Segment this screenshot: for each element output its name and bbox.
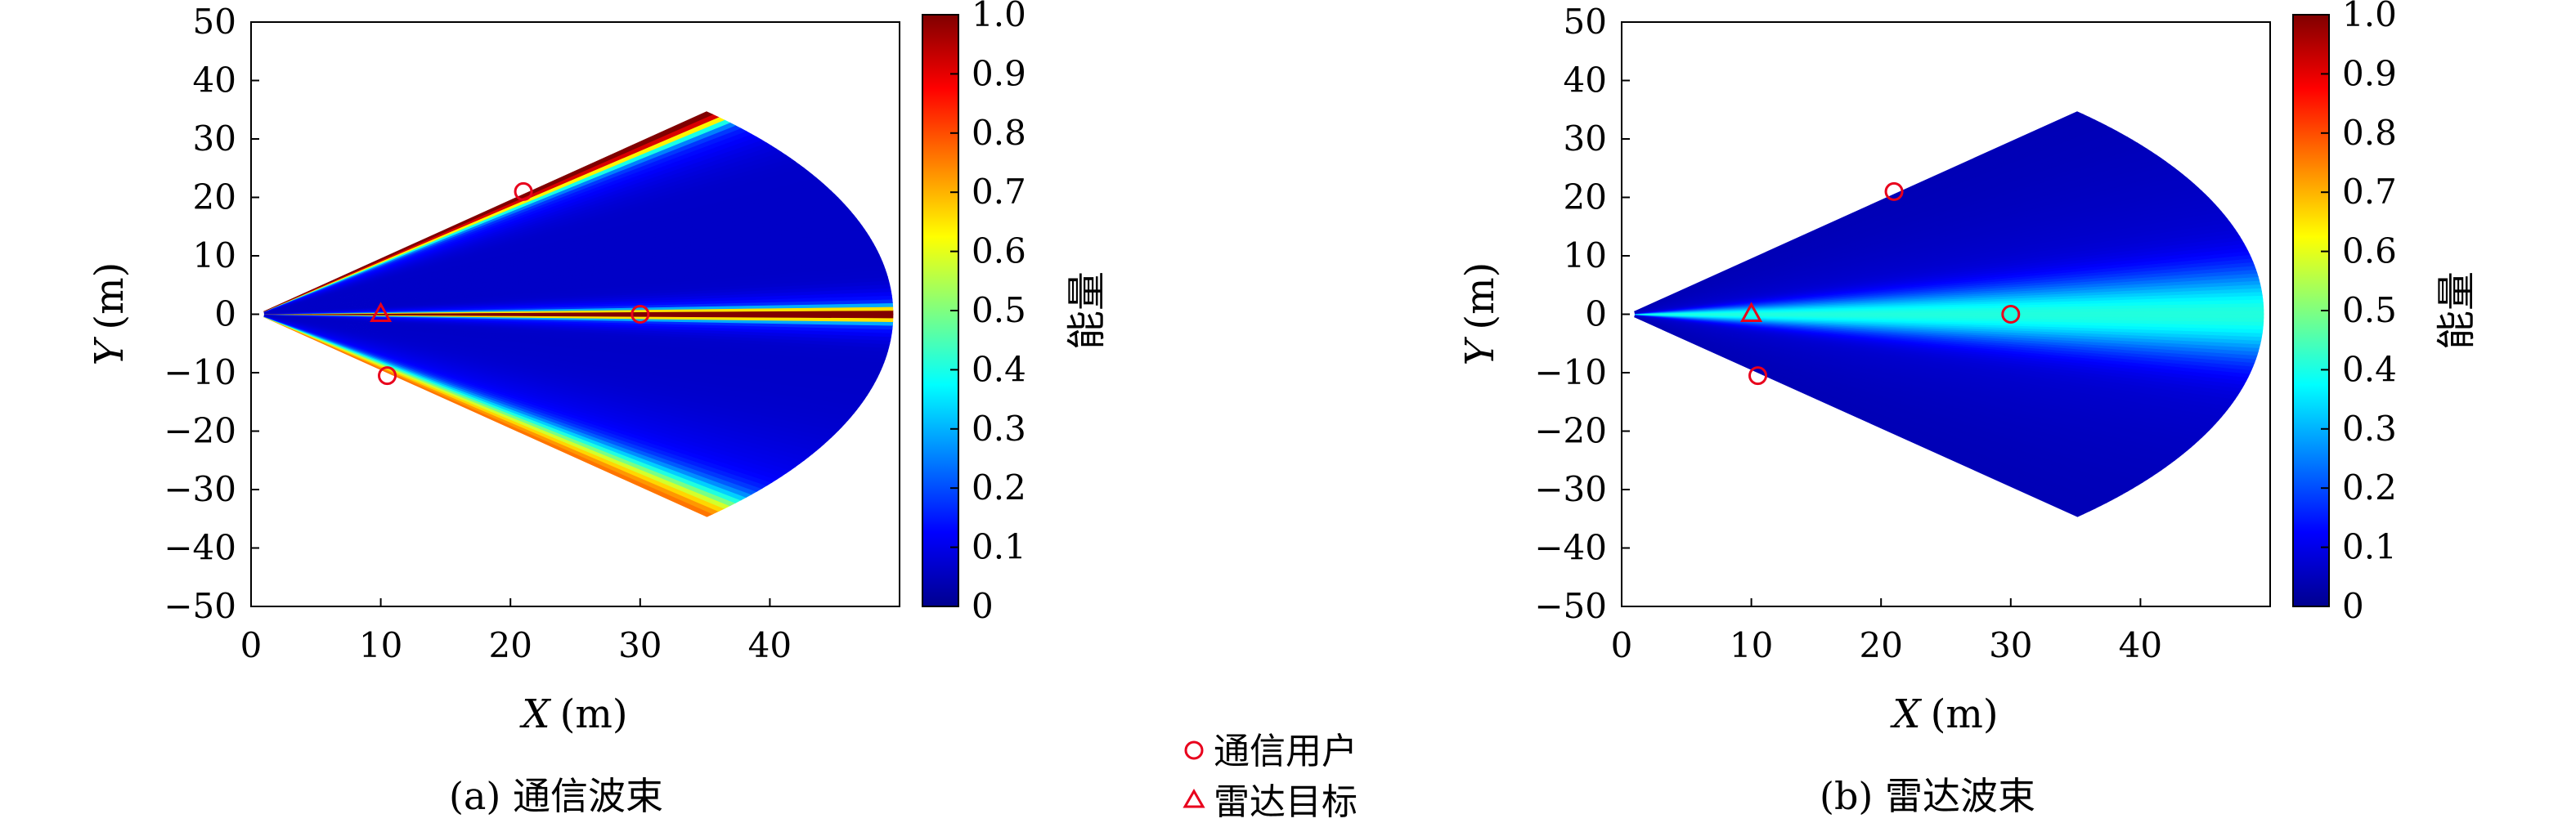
y-tick-label: −40 [164,528,236,568]
x-tick-label: 30 [1989,625,2032,665]
y-tick-label: 10 [193,235,236,275]
y-tick-label: 50 [193,2,236,42]
colorbar-tick-label: 0.7 [972,172,1026,212]
colorbar-tick-label: 0.5 [2342,290,2397,330]
x-tick-label: 40 [748,625,792,665]
y-tick-label: 40 [1564,60,1607,101]
panel-caption: (b) 雷达波束 [1820,774,2035,818]
y-tick-labels: 50 40 30 20 10 0 −10 −20 −30 −40 −50 [164,2,259,626]
user-marker [2001,305,2021,324]
x-tick-labels: 0 10 20 30 40 [240,598,792,665]
legend: 通信用户 雷达目标 [1183,731,1358,823]
colorbar-tick-labels: 1.0 0.9 0.8 0.7 0.6 0.5 0.4 0.3 0.2 0.1 0 [950,0,1026,626]
x-axis-label: X (m) [1889,691,1998,737]
y-tick-label: 30 [1564,119,1607,159]
y-tick-label: 0 [214,294,236,334]
y-tick-label: −10 [1534,352,1607,392]
x-tick-label: 40 [2119,625,2162,665]
colorbar-tick-label: 0 [2342,586,2364,626]
legend-target-marker [1183,789,1205,808]
y-tick-label: −20 [164,411,236,451]
y-tick-label: 40 [193,60,236,101]
colorbar-tick-label: 0.7 [2342,172,2397,212]
colorbar-tick-label: 0.9 [972,53,1026,93]
y-axis-label: Y(m) [1457,262,1503,366]
x-tick-label: 10 [359,625,402,665]
panel-a: 50 40 30 20 10 0 −10 −20 −30 −40 −50 0 10 20 30 40 Y(m… [87,0,1110,818]
x-tick-label: 0 [240,625,263,665]
user-marker [378,366,397,386]
target-marker [1740,302,1763,322]
heat-sector [257,111,714,315]
user-marker [1748,366,1768,386]
colorbar-tick-label: 0.3 [972,409,1026,449]
x-axis-label: X (m) [518,691,627,737]
colorbar-tick-label: 0.1 [972,527,1026,567]
colorbar-tick-label: 0.1 [2342,527,2397,567]
colorbar-tick-label: 0.4 [972,349,1026,389]
colorbar-tick-label: 0 [972,586,994,626]
colorbar-label: 能量 [1064,271,1110,350]
y-tick-label: 10 [1564,235,1607,275]
colorbar-tick-label: 0.8 [972,113,1026,153]
y-tick-label: −20 [1534,411,1607,451]
user-marker [1884,181,1904,201]
colorbar-tick-label: 0.5 [972,290,1026,330]
colorbar-tick-label: 0.6 [972,231,1026,271]
legend-target-label: 雷达目标 [1214,781,1358,823]
user-marker [631,305,650,324]
y-tick-label: −50 [1534,586,1607,626]
y-tick-label: −50 [164,586,236,626]
colorbar-tick-label: 1.0 [972,0,1026,34]
y-tick-label: 20 [1564,177,1607,217]
x-tick-label: 20 [1859,625,1902,665]
colorbar-label: 能量 [2434,271,2480,350]
colorbar-tick-label: 0.6 [2342,231,2397,271]
y-axis-label: Y(m) [87,262,132,366]
colorbar-tick-label: 0.9 [2342,53,2397,93]
x-tick-labels: 0 10 20 30 40 [1611,598,2162,665]
x-tick-label: 0 [1611,625,1633,665]
markers-layer [1740,181,2021,386]
colorbar-tick-label: 0.2 [972,467,1026,508]
y-tick-labels: 50 40 30 20 10 0 −10 −20 −30 −40 −50 [1534,2,1630,626]
colorbar-tick-label: 0.2 [2342,467,2397,508]
y-tick-label: 50 [1564,2,1607,42]
colorbar-tick-label: 1.0 [2342,0,2397,34]
legend-user-label: 通信用户 [1214,731,1358,772]
panel-caption: (a) 通信波束 [449,774,663,818]
x-tick-label: 10 [1730,625,1773,665]
colorbar-tick-label: 0.4 [2342,349,2397,389]
markers-layer [370,181,650,386]
heatmap-layer [250,111,894,517]
user-marker [514,181,533,201]
colorbar-tick-label: 0.8 [2342,113,2397,153]
x-tick-label: 30 [618,625,662,665]
heatmap-layer [1621,111,2264,517]
y-tick-label: −40 [1534,528,1607,568]
y-tick-label: 0 [1585,294,1607,334]
target-marker [370,302,393,322]
y-tick-label: −30 [1534,469,1607,509]
panel-b: 50 40 30 20 10 0 −10 −20 −30 −40 −50 0 10 20 30 40 Y(m… [1457,0,2480,818]
x-tick-label: 20 [488,625,532,665]
colorbar-tick-label: 0.3 [2342,409,2397,449]
y-tick-label: −30 [164,469,236,509]
colorbar-tick-labels: 1.0 0.9 0.8 0.7 0.6 0.5 0.4 0.3 0.2 0.1 0 [2321,0,2397,626]
y-tick-label: −10 [164,352,236,392]
y-tick-label: 20 [193,177,236,217]
legend-user-marker [1184,740,1204,760]
heat-sector [1627,111,2085,315]
y-tick-label: 30 [193,119,236,159]
colorbar [922,14,959,607]
